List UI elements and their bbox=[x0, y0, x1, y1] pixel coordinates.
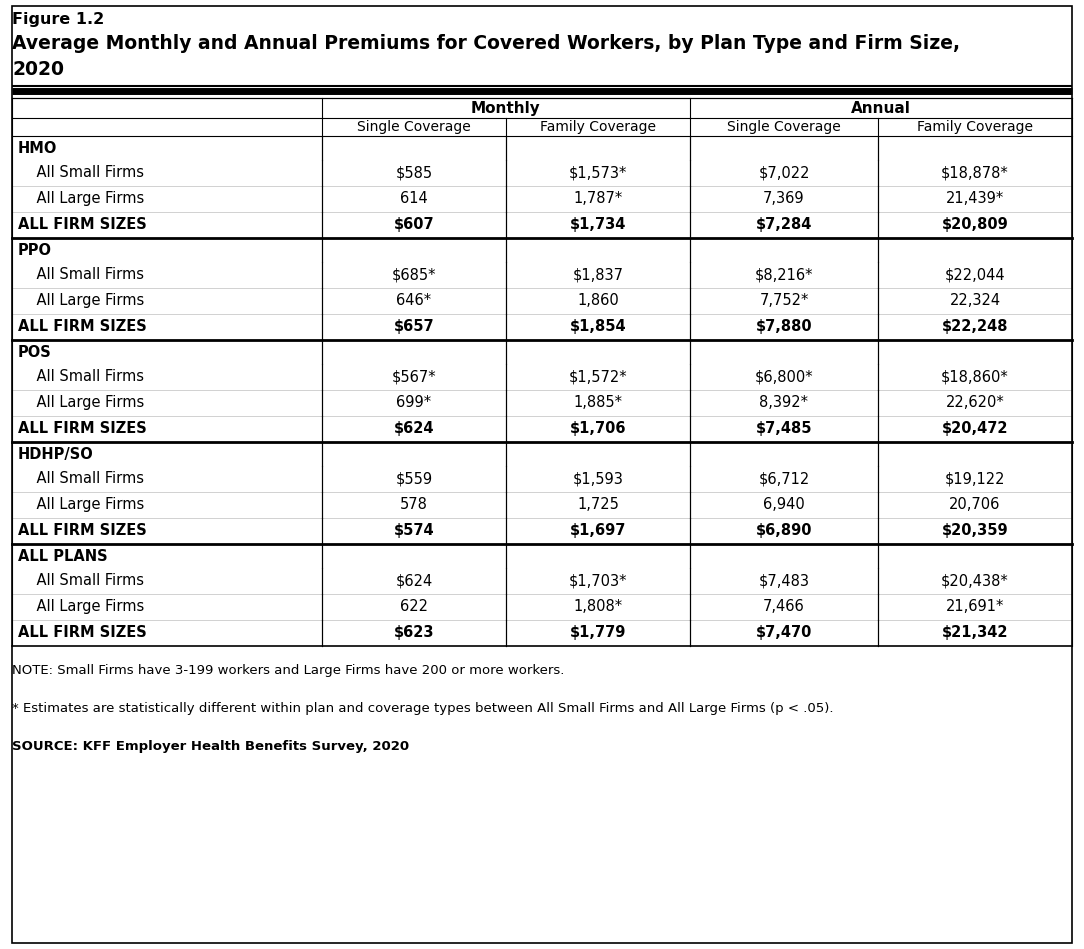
Text: All Small Firms: All Small Firms bbox=[18, 165, 144, 180]
Text: $18,860*: $18,860* bbox=[941, 369, 1009, 384]
Text: 2020: 2020 bbox=[12, 60, 64, 79]
Text: All Large Firms: All Large Firms bbox=[18, 191, 144, 206]
Text: 622: 622 bbox=[400, 599, 428, 614]
Text: $7,880: $7,880 bbox=[756, 319, 812, 334]
Text: $7,284: $7,284 bbox=[756, 217, 812, 232]
Text: $20,472: $20,472 bbox=[942, 421, 1008, 436]
Text: 1,725: 1,725 bbox=[577, 497, 619, 512]
Text: 21,439*: 21,439* bbox=[946, 191, 1004, 206]
Text: ALL FIRM SIZES: ALL FIRM SIZES bbox=[18, 421, 146, 436]
Text: $623: $623 bbox=[393, 625, 435, 640]
Text: All Large Firms: All Large Firms bbox=[18, 599, 144, 614]
Text: All Small Firms: All Small Firms bbox=[18, 369, 144, 384]
Text: $20,359: $20,359 bbox=[942, 523, 1008, 538]
Text: 1,808*: 1,808* bbox=[573, 599, 622, 614]
Text: $1,706: $1,706 bbox=[570, 421, 627, 436]
Text: $585: $585 bbox=[396, 165, 433, 180]
Text: 699*: 699* bbox=[397, 395, 431, 410]
Text: NOTE: Small Firms have 3-199 workers and Large Firms have 200 or more workers.: NOTE: Small Firms have 3-199 workers and… bbox=[12, 664, 565, 677]
Text: $19,122: $19,122 bbox=[945, 471, 1005, 486]
Text: ALL FIRM SIZES: ALL FIRM SIZES bbox=[18, 625, 146, 640]
Text: $1,779: $1,779 bbox=[570, 625, 627, 640]
Text: $7,022: $7,022 bbox=[758, 165, 810, 180]
Text: 7,466: 7,466 bbox=[763, 599, 805, 614]
Text: $607: $607 bbox=[393, 217, 435, 232]
Text: $624: $624 bbox=[396, 573, 433, 588]
Text: $1,854: $1,854 bbox=[570, 319, 627, 334]
Text: All Small Firms: All Small Firms bbox=[18, 267, 144, 282]
Text: $6,800*: $6,800* bbox=[754, 369, 813, 384]
Text: ALL FIRM SIZES: ALL FIRM SIZES bbox=[18, 523, 146, 538]
Text: $7,485: $7,485 bbox=[756, 421, 812, 436]
Text: All Large Firms: All Large Firms bbox=[18, 395, 144, 410]
Text: Single Coverage: Single Coverage bbox=[727, 120, 841, 134]
Text: $7,470: $7,470 bbox=[756, 625, 812, 640]
Text: HMO: HMO bbox=[18, 141, 57, 156]
Text: $22,044: $22,044 bbox=[944, 267, 1005, 282]
Text: 22,324: 22,324 bbox=[950, 293, 1001, 308]
Text: All Small Firms: All Small Firms bbox=[18, 471, 144, 486]
Text: 7,752*: 7,752* bbox=[759, 293, 809, 308]
Text: $7,483: $7,483 bbox=[759, 573, 810, 588]
Text: $1,703*: $1,703* bbox=[569, 573, 628, 588]
Text: $6,890: $6,890 bbox=[756, 523, 812, 538]
Text: $559: $559 bbox=[396, 471, 433, 486]
Text: 1,885*: 1,885* bbox=[573, 395, 622, 410]
Text: $1,837: $1,837 bbox=[572, 267, 623, 282]
Text: 7,369: 7,369 bbox=[763, 191, 804, 206]
Text: $18,878*: $18,878* bbox=[941, 165, 1009, 180]
Text: Annual: Annual bbox=[851, 101, 911, 116]
Text: $1,734: $1,734 bbox=[570, 217, 627, 232]
Text: Average Monthly and Annual Premiums for Covered Workers, by Plan Type and Firm S: Average Monthly and Annual Premiums for … bbox=[12, 34, 960, 53]
Text: $657: $657 bbox=[393, 319, 435, 334]
Text: $1,593: $1,593 bbox=[572, 471, 623, 486]
Text: ALL PLANS: ALL PLANS bbox=[18, 549, 107, 564]
Text: 1,860: 1,860 bbox=[577, 293, 619, 308]
Text: 20,706: 20,706 bbox=[950, 497, 1001, 512]
Text: POS: POS bbox=[18, 345, 52, 360]
Text: All Large Firms: All Large Firms bbox=[18, 293, 144, 308]
Text: Family Coverage: Family Coverage bbox=[917, 120, 1033, 134]
Text: $685*: $685* bbox=[391, 267, 436, 282]
Text: $6,712: $6,712 bbox=[759, 471, 810, 486]
Text: 21,691*: 21,691* bbox=[946, 599, 1004, 614]
Text: All Small Firms: All Small Firms bbox=[18, 573, 144, 588]
Text: ALL FIRM SIZES: ALL FIRM SIZES bbox=[18, 217, 146, 232]
Text: All Large Firms: All Large Firms bbox=[18, 497, 144, 512]
Text: Family Coverage: Family Coverage bbox=[540, 120, 656, 134]
Text: 578: 578 bbox=[400, 497, 428, 512]
Text: $567*: $567* bbox=[391, 369, 437, 384]
Text: 6,940: 6,940 bbox=[763, 497, 805, 512]
Text: 22,620*: 22,620* bbox=[945, 395, 1005, 410]
Text: $22,248: $22,248 bbox=[942, 319, 1008, 334]
Text: Monthly: Monthly bbox=[472, 101, 541, 116]
Text: $21,342: $21,342 bbox=[942, 625, 1008, 640]
Text: $1,573*: $1,573* bbox=[569, 165, 628, 180]
Text: Figure 1.2: Figure 1.2 bbox=[12, 12, 104, 27]
Text: PPO: PPO bbox=[18, 243, 52, 258]
Text: $1,572*: $1,572* bbox=[569, 369, 628, 384]
Text: $1,697: $1,697 bbox=[570, 523, 627, 538]
Text: HDHP/SO: HDHP/SO bbox=[18, 447, 93, 462]
Text: 8,392*: 8,392* bbox=[760, 395, 809, 410]
Text: $8,216*: $8,216* bbox=[754, 267, 813, 282]
Text: Single Coverage: Single Coverage bbox=[357, 120, 470, 134]
Text: 1,787*: 1,787* bbox=[573, 191, 622, 206]
Text: $574: $574 bbox=[393, 523, 435, 538]
Text: 614: 614 bbox=[400, 191, 428, 206]
Text: ALL FIRM SIZES: ALL FIRM SIZES bbox=[18, 319, 146, 334]
Text: $624: $624 bbox=[393, 421, 435, 436]
Text: * Estimates are statistically different within plan and coverage types between A: * Estimates are statistically different … bbox=[12, 702, 834, 715]
Text: 646*: 646* bbox=[397, 293, 431, 308]
Text: SOURCE: KFF Employer Health Benefits Survey, 2020: SOURCE: KFF Employer Health Benefits Sur… bbox=[12, 740, 409, 753]
Text: $20,809: $20,809 bbox=[942, 217, 1008, 232]
Text: $20,438*: $20,438* bbox=[941, 573, 1009, 588]
